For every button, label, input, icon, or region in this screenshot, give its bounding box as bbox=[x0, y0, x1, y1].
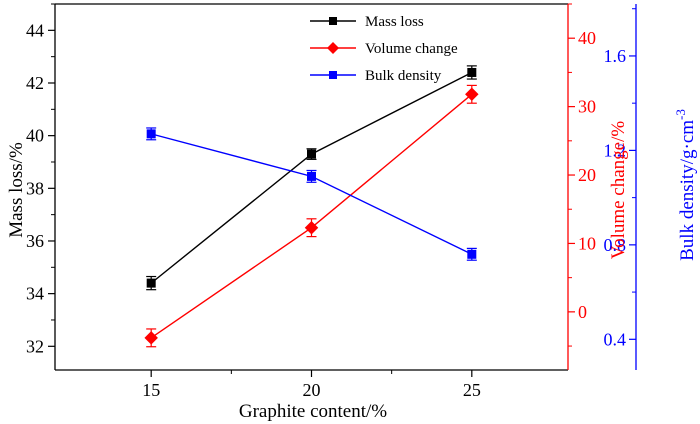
mass-loss-tick-label: 40 bbox=[26, 126, 44, 146]
volume-change-tick-label: 40 bbox=[578, 28, 596, 48]
mass-loss-tick-label: 38 bbox=[26, 178, 44, 198]
volume-change-legend-label: Volume change bbox=[365, 41, 458, 57]
mass-loss-tick-label: 36 bbox=[26, 231, 44, 251]
volume-change-tick-label: 20 bbox=[578, 165, 596, 185]
x-axis-label: Graphite content/% bbox=[239, 401, 387, 422]
mass-loss-tick-label: 32 bbox=[26, 336, 44, 356]
bulk-density-axis: 0.4 0.8 1.2 1.6 bbox=[604, 4, 637, 370]
mass-loss-point bbox=[467, 67, 477, 77]
volume-change-point bbox=[465, 87, 479, 102]
bulk-density-tick-label: 1.2 bbox=[604, 140, 627, 160]
bulk-density-legend-marker bbox=[329, 71, 337, 79]
mass-loss-axis: 32 34 36 38 40 42 44 bbox=[26, 3, 55, 356]
legend: Mass loss Volume change Bulk density bbox=[310, 14, 458, 84]
mass-loss-point bbox=[307, 149, 316, 159]
bulk-density-axis-label-base: Bulk density/g·cm bbox=[677, 120, 698, 261]
volume-change-tick-label: 0 bbox=[578, 302, 587, 322]
bulk-density-point bbox=[467, 249, 477, 259]
x-tick-label: 25 bbox=[463, 380, 481, 400]
bulk-density-axis-label: Bulk density/g·cm-3 bbox=[673, 109, 698, 261]
mass-loss-legend-label: Mass loss bbox=[365, 14, 424, 30]
mass-loss-tick-label: 34 bbox=[26, 284, 44, 304]
bulk-density-point bbox=[307, 171, 316, 181]
volume-change-point bbox=[144, 331, 158, 345]
series-layer bbox=[144, 65, 479, 348]
volume-change-series bbox=[144, 84, 479, 348]
plot-frame bbox=[54, 3, 569, 371]
volume-change-axis-label: Volume change/% bbox=[608, 121, 629, 260]
bulk-density-point bbox=[146, 129, 156, 139]
volume-change-axis: 0 10 20 30 40 bbox=[568, 3, 596, 347]
x-tick-label: 15 bbox=[142, 380, 160, 400]
mass-loss-series bbox=[146, 65, 477, 291]
mass-loss-axis-label: Mass loss/% bbox=[6, 142, 27, 238]
volume-change-legend-marker bbox=[327, 42, 339, 54]
mass-loss-tick-label: 42 bbox=[26, 73, 44, 93]
volume-change-tick-label: 30 bbox=[578, 97, 596, 117]
bulk-density-tick-label: 0.4 bbox=[604, 329, 627, 349]
volume-change-point bbox=[304, 220, 319, 235]
x-axis: 15 20 25 bbox=[142, 370, 481, 400]
bulk-density-axis-label-superscript: -3 bbox=[673, 109, 688, 120]
mass-loss-point bbox=[146, 278, 156, 288]
volume-change-tick-label: 10 bbox=[578, 233, 596, 253]
volume-change-line bbox=[150, 93, 473, 339]
mass-loss-tick-label: 44 bbox=[26, 20, 44, 40]
bulk-density-tick-label: 1.6 bbox=[604, 46, 627, 66]
bulk-density-tick-label: 0.8 bbox=[604, 235, 627, 255]
mass-loss-legend-marker bbox=[329, 17, 337, 25]
bulk-density-series bbox=[146, 127, 477, 261]
x-tick-label: 20 bbox=[303, 380, 321, 400]
bulk-density-legend-label: Bulk density bbox=[365, 68, 442, 84]
